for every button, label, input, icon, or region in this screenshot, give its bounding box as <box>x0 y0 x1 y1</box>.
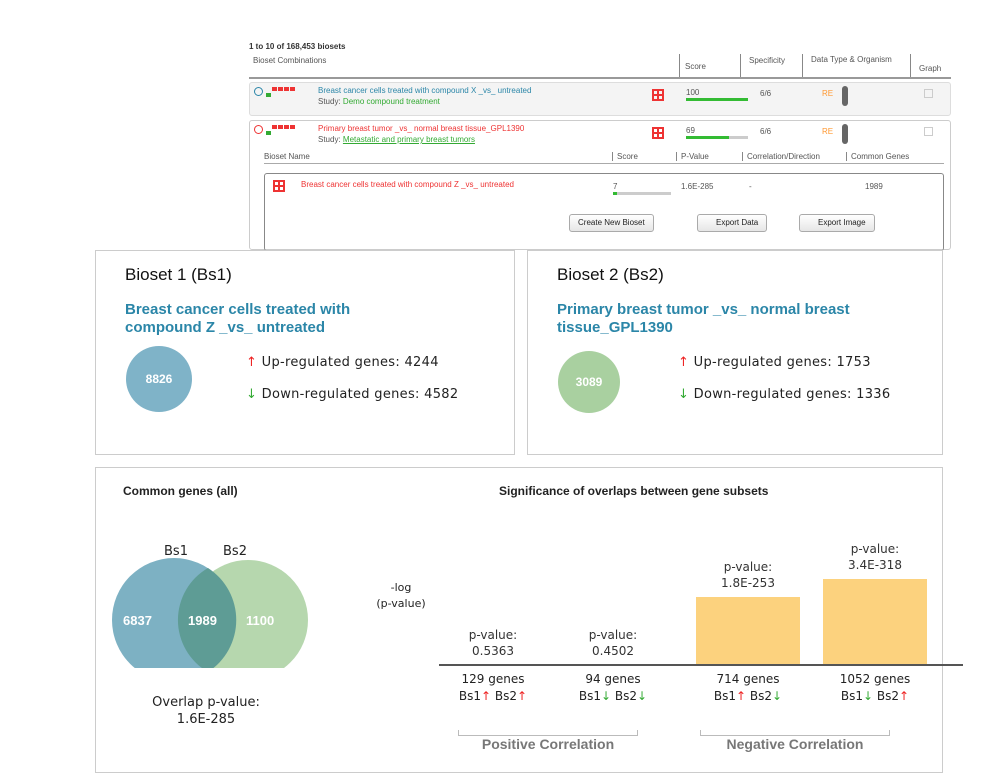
down-arrow-icon: ↓ <box>246 387 258 402</box>
col-score[interactable]: Score <box>685 62 706 71</box>
human-icon <box>842 86 848 106</box>
bar <box>696 596 800 665</box>
category-label: 1052 genes Bs1↓ Bs2↑ <box>839 672 911 703</box>
category-label: 714 genes Bs1↑ Bs2↓ <box>713 672 783 703</box>
col-specificity[interactable]: Specificity <box>745 54 803 78</box>
venn-title: Common genes (all) <box>123 484 238 498</box>
graph-checkbox[interactable] <box>924 89 933 98</box>
results-count: 1 to 10 of 168,453 biosets <box>249 42 346 51</box>
up-label: Up-regulated genes: <box>693 355 833 370</box>
venn-bs1-label: Bs1 <box>164 544 188 559</box>
sub-col-score: Score <box>612 152 638 161</box>
score-value: 69 <box>686 126 695 135</box>
sub-col-correlation: Correlation/Direction <box>742 152 820 161</box>
specificity-value: 6/6 <box>760 127 772 136</box>
graph-checkbox[interactable] <box>924 127 933 136</box>
category-label: 129 genes Bs1↑ Bs2↑ <box>458 672 528 703</box>
col-graph[interactable]: Graph <box>919 64 942 73</box>
sub-col-pvalue: P-Value <box>676 152 709 161</box>
overlap-panel: Common genes (all) Bs1 Bs2 6837 1989 110… <box>95 467 963 774</box>
venn-overlap <box>177 568 237 668</box>
down-count: 1336 <box>856 387 891 402</box>
study-link[interactable]: Demo compound treatment <box>342 97 440 106</box>
up-arrow-icon: ↑ <box>678 355 690 370</box>
p-value-label: p-value: 3.4E-318 <box>848 542 902 572</box>
chart-title: Significance of overlaps between gene su… <box>499 484 769 498</box>
up-count: 4244 <box>404 355 439 370</box>
bioset2-panel: Bioset 2 (Bs2) Primary breast tumor _vs_… <box>527 250 943 455</box>
venn-bs2-label: Bs2 <box>223 544 247 559</box>
export-image-button[interactable]: Export Image <box>799 214 875 232</box>
p-value-label: p-value: 1.8E-253 <box>721 559 775 590</box>
expand-icon[interactable] <box>254 87 263 96</box>
bar-chart: p-value: 0.5363 129 genes Bs1↑ Bs2↑ p-value:… <box>96 468 944 774</box>
direction-heatmap-icon <box>266 87 300 103</box>
bioset1-title: Bioset 1 (Bs1) <box>125 265 232 284</box>
up-arrow-icon: ↑ <box>246 355 258 370</box>
sub-common-genes: 1989 <box>865 182 883 191</box>
col-bioset-combinations[interactable]: Bioset Combinations <box>253 56 327 65</box>
sub-score-bar <box>613 192 671 195</box>
y-axis-label: -log (p-value) <box>376 581 426 610</box>
sub-col-common: Common Genes <box>846 152 909 161</box>
venn-common: 1989 <box>188 613 217 628</box>
bioset2-name: Primary breast tumor _vs_ normal breast … <box>557 301 850 336</box>
data-type: RE <box>822 89 834 98</box>
results-panel: 1 to 10 of 168,453 biosets Bioset Combin… <box>245 40 955 251</box>
up-label: Up-regulated genes: <box>261 355 401 370</box>
study-link[interactable]: Metastatic and primary breast tumors <box>342 135 475 144</box>
data-type: RE <box>822 127 834 136</box>
result-row[interactable]: Breast cancer cells treated with compoun… <box>249 82 951 116</box>
study-label: Study: <box>318 135 341 144</box>
category-label: 94 genes Bs1↓ Bs2↓ <box>578 672 648 703</box>
score-value: 100 <box>686 88 700 97</box>
sub-result-row: Breast cancer cells treated with compoun… <box>264 173 944 251</box>
bioset2-title: Bioset 2 (Bs2) <box>557 265 664 284</box>
bioset1-circle: 8826 <box>126 346 192 412</box>
sub-bioset-link[interactable]: Breast cancer cells treated with compoun… <box>301 180 514 189</box>
human-icon <box>842 124 848 144</box>
down-label: Down-regulated genes: <box>693 387 852 402</box>
sub-col-name: Bioset Name <box>264 152 310 161</box>
compare-grid-icon[interactable] <box>273 180 285 192</box>
overlap-pvalue: Overlap p-value: 1.6E-285 <box>152 695 260 727</box>
up-count: 1753 <box>836 355 871 370</box>
bioset-link[interactable]: Breast cancer cells treated with compoun… <box>318 86 532 95</box>
study-label: Study: <box>318 97 341 106</box>
specificity-value: 6/6 <box>760 89 772 98</box>
down-label: Down-regulated genes: <box>261 387 420 402</box>
expanded-result: Primary breast tumor _vs_ normal breast … <box>249 120 951 251</box>
bioset1-name: Breast cancer cells treated with compoun… <box>125 301 351 336</box>
sub-score: 7 <box>613 182 618 191</box>
venn-bs1-only: 6837 <box>123 613 152 628</box>
create-new-bioset-button[interactable]: Create New Bioset <box>569 214 654 232</box>
col-data-type[interactable]: Data Type & Organism <box>807 54 911 78</box>
export-data-button[interactable]: Export Data <box>697 214 768 232</box>
bioset2-circle: 3089 <box>558 351 620 413</box>
score-bar <box>686 98 748 101</box>
positive-correlation-label: Positive Correlation <box>481 736 615 752</box>
compare-grid-icon[interactable] <box>652 127 664 139</box>
positive-bracket <box>458 730 638 736</box>
bar <box>823 579 927 665</box>
sub-direction: - <box>749 182 752 191</box>
bioset1-panel: Bioset 1 (Bs1) Breast cancer cells treat… <box>95 250 515 455</box>
bioset-link[interactable]: Primary breast tumor _vs_ normal breast … <box>318 124 525 133</box>
direction-heatmap-icon <box>266 125 300 141</box>
x-axis <box>439 664 963 666</box>
sub-pvalue: 1.6E-285 <box>681 182 714 191</box>
down-arrow-icon: ↓ <box>678 387 690 402</box>
venn-bs2-only: 1100 <box>246 613 275 628</box>
down-count: 4582 <box>424 387 459 402</box>
collapse-icon[interactable] <box>254 125 263 134</box>
p-value-label: p-value: 0.4502 <box>588 627 638 658</box>
p-value-label: p-value: 0.5363 <box>468 627 518 658</box>
venn-diagram <box>112 558 308 668</box>
compare-grid-icon[interactable] <box>652 89 664 101</box>
score-bar <box>686 136 748 139</box>
negative-correlation-label: Negative Correlation <box>726 736 864 752</box>
negative-bracket <box>700 730 890 736</box>
